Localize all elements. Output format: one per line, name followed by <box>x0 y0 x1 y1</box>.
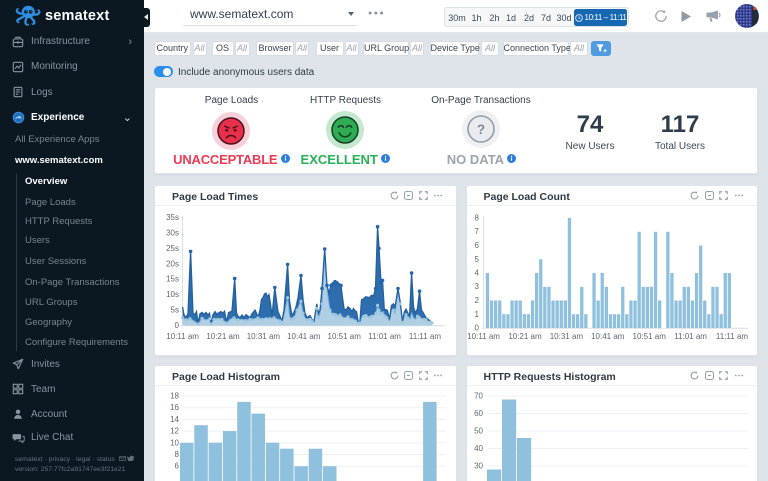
svg-text:11:01 am: 11:01 am <box>674 332 707 341</box>
svg-text:30: 30 <box>474 462 483 471</box>
svg-text:10:41 am: 10:41 am <box>287 332 321 341</box>
svg-text:25s: 25s <box>166 244 179 253</box>
svg-text:30s: 30s <box>166 228 179 237</box>
svg-text:70: 70 <box>474 392 483 401</box>
svg-text:10:41 am: 10:41 am <box>591 332 625 341</box>
svg-text:10:21 am: 10:21 am <box>508 332 542 341</box>
svg-text:15s: 15s <box>166 275 179 284</box>
svg-text:5: 5 <box>475 255 480 264</box>
svg-text:8: 8 <box>475 214 480 223</box>
svg-text:14: 14 <box>170 415 179 424</box>
svg-text:6: 6 <box>475 241 480 250</box>
svg-text:12: 12 <box>170 427 179 436</box>
svg-text:60: 60 <box>474 409 483 418</box>
svg-text:40: 40 <box>474 444 483 453</box>
svg-text:10s: 10s <box>166 290 179 299</box>
svg-text:10:11 am: 10:11 am <box>166 332 199 341</box>
svg-text:3: 3 <box>475 282 480 291</box>
svg-text:18: 18 <box>170 392 179 401</box>
svg-text:11:11 am: 11:11 am <box>409 332 442 341</box>
svg-text:0: 0 <box>175 321 180 330</box>
svg-text:6: 6 <box>175 462 180 471</box>
svg-text:35s: 35s <box>166 213 179 222</box>
svg-text:10:21 am: 10:21 am <box>206 332 240 341</box>
svg-text:7: 7 <box>475 227 480 236</box>
svg-text:2: 2 <box>475 296 480 305</box>
svg-text:0: 0 <box>475 324 480 333</box>
svg-text:10:51 am: 10:51 am <box>633 332 667 341</box>
svg-text:11:01 am: 11:01 am <box>368 332 401 341</box>
svg-text:?: ? <box>477 122 485 137</box>
svg-text:8: 8 <box>175 450 180 459</box>
svg-text:5s: 5s <box>171 306 179 315</box>
svg-text:10:31 am: 10:31 am <box>247 332 281 341</box>
svg-text:1: 1 <box>475 310 480 319</box>
svg-text:20s: 20s <box>166 259 179 268</box>
svg-text:16: 16 <box>170 403 179 412</box>
svg-text:4: 4 <box>475 269 480 278</box>
svg-text:10:11 am: 10:11 am <box>467 332 500 341</box>
svg-text:10: 10 <box>170 438 179 447</box>
svg-text:50: 50 <box>474 427 483 436</box>
svg-text:10:51 am: 10:51 am <box>328 332 362 341</box>
svg-text:11:11 am: 11:11 am <box>716 332 749 341</box>
svg-text:10:31 am: 10:31 am <box>550 332 584 341</box>
